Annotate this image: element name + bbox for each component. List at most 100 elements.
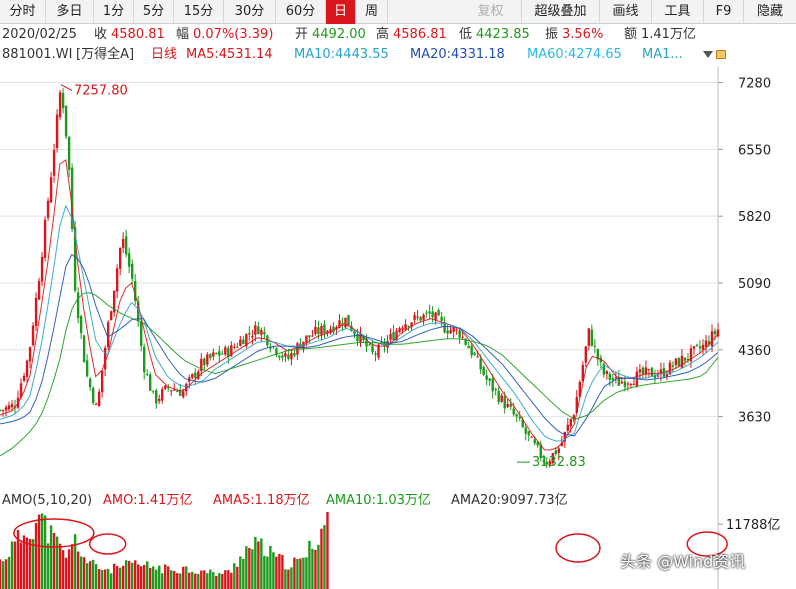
ma10-line <box>0 204 719 442</box>
candle-body <box>182 391 185 397</box>
draw-line-button[interactable]: 画线 <box>600 0 652 24</box>
volume-bar <box>136 564 140 589</box>
tab-30min[interactable]: 30分 <box>224 0 276 24</box>
y-tick-label: 7280 <box>738 77 771 92</box>
candle-body <box>686 358 690 360</box>
candle-body <box>338 320 341 328</box>
ma20-label: MA20:4331.18 <box>410 47 505 62</box>
tab-intraday[interactable]: 分时 <box>0 0 46 24</box>
dropdown-triangle-icon[interactable] <box>703 51 713 58</box>
volume-bar <box>179 573 182 589</box>
adjust-button[interactable]: 复权 <box>460 0 522 24</box>
volume-bar <box>4 559 8 589</box>
candle-body <box>347 315 350 327</box>
candle-body <box>34 297 38 327</box>
volume-bar <box>124 560 128 589</box>
candle-body <box>704 340 708 348</box>
ama10-value: AMA10:1.03万亿 <box>326 493 431 508</box>
volume-bar <box>218 573 221 589</box>
candle-body <box>94 403 98 405</box>
candle-body <box>197 371 200 379</box>
candle-body <box>650 367 654 377</box>
change-value: 0.07%(3.39) <box>193 27 274 42</box>
candle-body <box>566 424 569 431</box>
ma-more-label: MA1... <box>642 47 683 62</box>
candle-body <box>587 328 591 346</box>
volume-bar <box>191 571 194 589</box>
f9-button[interactable]: F9 <box>704 0 744 24</box>
volume-bar <box>97 569 101 589</box>
volume-bar <box>25 537 29 589</box>
volume-bar <box>155 569 158 589</box>
tab-daily[interactable]: 日 <box>326 0 356 24</box>
candle-body <box>194 372 197 378</box>
y-tick-label: 5090 <box>738 277 771 292</box>
candle-body <box>455 329 458 331</box>
volume-bar <box>209 569 212 589</box>
candle-body <box>266 335 269 346</box>
candle-body <box>617 377 621 386</box>
tab-5min[interactable]: 5分 <box>134 0 174 24</box>
candle-body <box>569 419 572 427</box>
candle-body <box>371 345 374 352</box>
tab-multi-day[interactable]: 多日 <box>46 0 94 24</box>
tab-60min[interactable]: 60分 <box>276 0 326 24</box>
candle-body <box>449 329 452 334</box>
volume-bar <box>94 564 98 589</box>
candle-body <box>31 325 35 345</box>
candle-body <box>530 436 533 438</box>
candle-body <box>407 326 410 328</box>
volume-bar <box>185 566 188 589</box>
quote-info-bar: 2020/02/25 收 4580.81 幅 0.07%(3.39) 开 449… <box>0 25 796 44</box>
close-value: 4580.81 <box>111 27 165 42</box>
volume-bar <box>176 573 179 589</box>
candle-body <box>37 280 41 300</box>
volume-bar <box>130 562 134 589</box>
volume-bar <box>287 569 290 589</box>
candle-body <box>692 346 696 349</box>
candle-body <box>7 405 11 410</box>
super-overlay-button[interactable]: 超级叠加 <box>522 0 600 24</box>
volume-bar <box>28 538 32 589</box>
volume-bar <box>149 568 152 589</box>
candle-body <box>227 347 230 357</box>
candle-body <box>467 346 470 349</box>
volume-bar <box>61 550 65 589</box>
candle-body <box>284 353 287 357</box>
tab-1min[interactable]: 1分 <box>94 0 134 24</box>
tools-button[interactable]: 工具 <box>652 0 704 24</box>
low-value: 4423.85 <box>476 27 530 42</box>
candle-body <box>40 256 44 282</box>
candle-body <box>659 369 663 375</box>
candle-body <box>584 346 588 363</box>
candle-body <box>398 328 401 333</box>
annotation-label: 3132.83 <box>532 455 586 470</box>
candle-body <box>461 336 464 338</box>
tab-weekly[interactable]: 周 <box>356 0 388 24</box>
volume-bar <box>115 566 119 589</box>
lock-icon[interactable] <box>716 50 726 59</box>
candle-body <box>52 150 56 176</box>
volume-bar <box>224 570 227 589</box>
index-code: 881001.WI <box>2 47 73 62</box>
volume-bar <box>314 549 317 589</box>
low-label: 低 <box>459 27 473 42</box>
change-label: 幅 <box>176 27 190 42</box>
candle-body <box>626 383 630 385</box>
amo-value: AMO:1.41万亿 <box>103 493 193 508</box>
tab-15min[interactable]: 15分 <box>174 0 224 24</box>
hide-button[interactable]: 隐藏 <box>756 4 783 19</box>
candle-body <box>533 439 536 444</box>
candle-body <box>161 389 164 401</box>
candle-body <box>500 395 503 402</box>
candle-body <box>170 390 173 392</box>
quote-date: 2020/02/25 <box>2 27 77 42</box>
candle-body <box>473 353 476 355</box>
candle-body <box>563 432 566 442</box>
volume-bar <box>19 542 23 589</box>
volume-bar <box>284 569 287 589</box>
candle-body <box>683 357 687 361</box>
candle-body <box>677 358 681 367</box>
candle-body <box>551 453 554 464</box>
annotation-leader <box>60 84 73 92</box>
